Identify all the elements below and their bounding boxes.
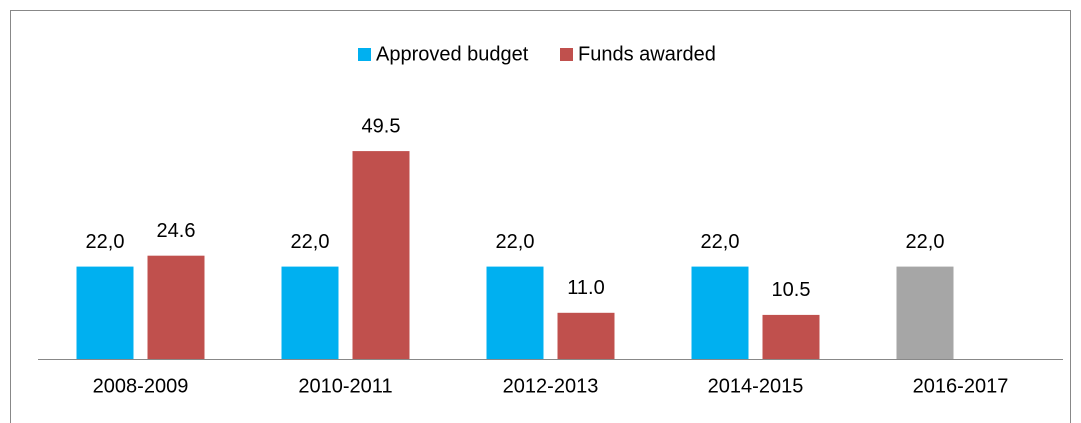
bar [896,266,954,359]
bar [762,314,820,359]
legend-label: Funds awarded [578,43,716,65]
data-label: 22,0 [291,231,330,253]
data-label: 22,0 [701,231,740,253]
legend-swatch [560,48,573,61]
bar [486,266,544,359]
x-tick-label: 2014-2015 [708,375,804,397]
data-label: 11.0 [567,277,604,299]
data-label: 22,0 [86,231,125,253]
x-tick-label: 2016-2017 [913,375,1009,397]
bar [147,255,205,359]
data-label: 24.6 [157,220,196,242]
legend-label: Approved budget [376,43,529,65]
bar [76,266,134,359]
bar [557,312,615,359]
data-label: 10.5 [772,279,811,301]
data-label: 49.5 [362,115,401,137]
x-tick-label: 2012-2013 [503,375,599,397]
bar [352,151,410,359]
data-label: 22,0 [906,231,945,253]
bar [691,266,749,359]
data-label: 22,0 [496,231,535,253]
x-tick-label: 2010-2011 [298,375,392,397]
legend-swatch [358,48,371,61]
bar [281,266,339,359]
x-tick-label: 2008-2009 [93,375,189,397]
chart-frame [10,10,1071,423]
